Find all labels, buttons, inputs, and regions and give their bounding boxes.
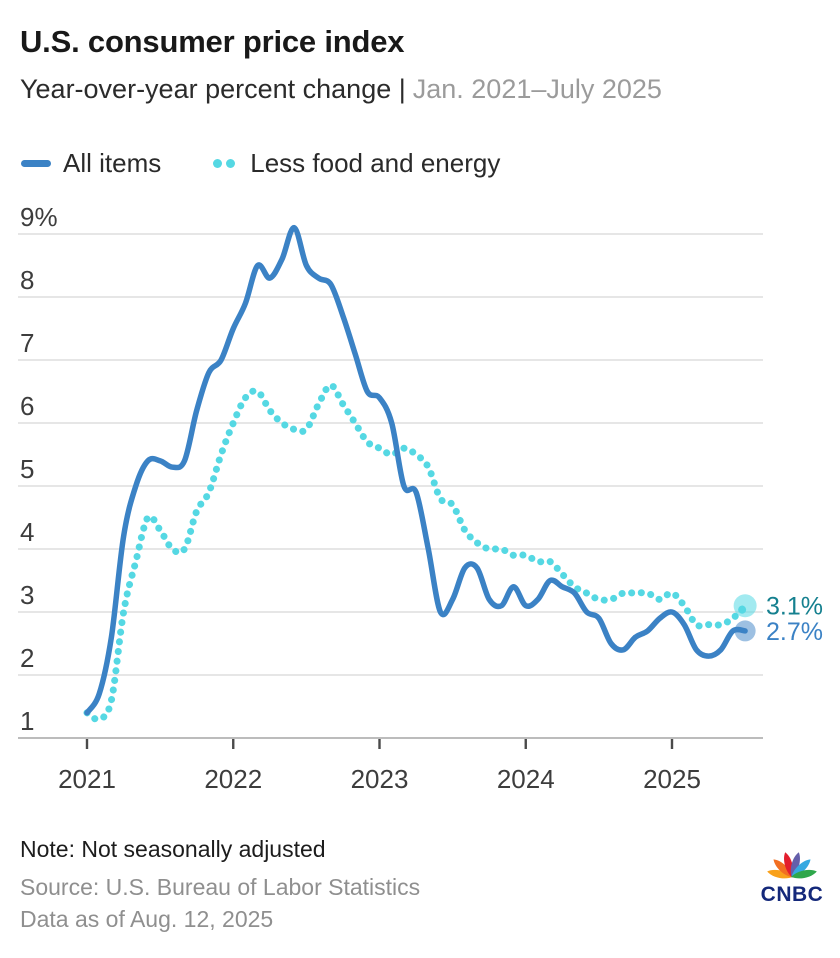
- chart-note: Note: Not seasonally adjusted: [20, 836, 326, 862]
- page-title: U.S. consumer price index: [20, 24, 405, 59]
- chart-legend: All items Less food and energy: [21, 148, 500, 178]
- y-tick-label: 1: [20, 706, 34, 736]
- cnbc-logo: CNBC: [750, 849, 834, 907]
- y-tick-label: 2: [20, 643, 34, 673]
- y-tick-label: 9%: [20, 202, 58, 232]
- x-tick-label: 2024: [497, 764, 555, 794]
- y-tick-label: 6: [20, 391, 34, 421]
- subtitle-date-range: Jan. 2021–July 2025: [412, 74, 662, 104]
- chart-data-as-of: Data as of Aug. 12, 2025: [20, 906, 274, 932]
- all-items-line-swatch-icon: [21, 159, 51, 167]
- y-tick-label: 4: [20, 517, 34, 547]
- x-tick-label: 2021: [58, 764, 116, 794]
- peacock-feather: [791, 859, 811, 878]
- x-tick-label: 2025: [643, 764, 701, 794]
- core-end-label: 3.1%: [766, 593, 823, 621]
- all-items-end-marker: [734, 620, 756, 642]
- y-tick-label: 5: [20, 454, 34, 484]
- cpi-line-chart: 9% 8 7 6 5 4 3 2 1 2021 2022 2023 2024 2025 3.1%2.7%: [18, 202, 823, 794]
- peacock-feather: [773, 859, 793, 878]
- cnbc-wordmark: CNBC: [760, 883, 824, 906]
- all-items-end-label: 2.7%: [766, 618, 823, 646]
- subtitle-primary: Year-over-year percent change |: [20, 74, 406, 104]
- peacock-feather: [791, 869, 817, 879]
- cnbc-peacock-icon: [767, 852, 817, 879]
- legend-label-all-items: All items: [63, 147, 162, 178]
- all-items-series-line: [84, 224, 748, 716]
- legend-label-core: Less food and energy: [250, 147, 501, 178]
- x-tick-label: 2023: [351, 764, 409, 794]
- peacock-feather: [767, 869, 793, 879]
- page-subtitle: Year-over-year percent change | Jan. 2021…: [20, 74, 662, 105]
- core-series-line: [83, 381, 749, 723]
- peacock-feather: [790, 852, 800, 878]
- y-tick-label: 8: [20, 265, 34, 295]
- core-last-dot: [738, 605, 747, 614]
- chart-source: Source: U.S. Bureau of Labor Statistics: [20, 874, 421, 900]
- y-tick-label: 7: [20, 328, 34, 358]
- core-end-marker: [733, 594, 757, 618]
- core-dots-swatch-icon: [213, 158, 239, 168]
- x-tick-label: 2022: [204, 764, 262, 794]
- y-tick-label: 3: [20, 580, 34, 610]
